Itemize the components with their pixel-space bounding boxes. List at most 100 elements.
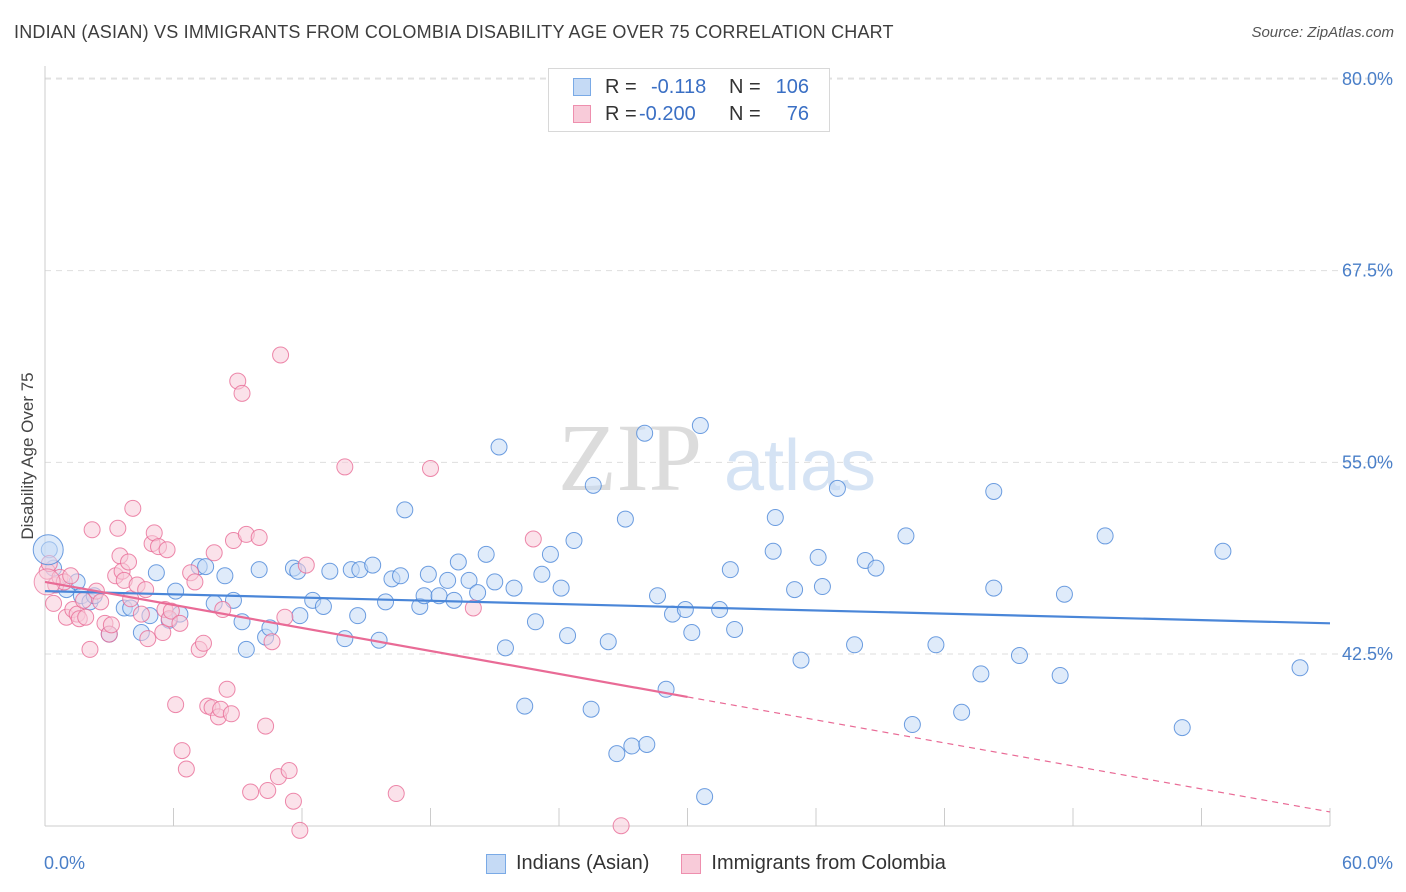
indians-point [828, 479, 846, 497]
colombia-point [250, 528, 268, 546]
data-points [32, 346, 1309, 839]
indians-point [541, 545, 559, 563]
legend-swatch-indians [573, 78, 591, 96]
colombia-point [139, 630, 157, 648]
legend-label-colombia: Immigrants from Colombia [711, 852, 946, 874]
legend-swatch-indians [486, 853, 506, 874]
indians-point [321, 562, 339, 580]
indians-point [608, 745, 626, 763]
x-tick-label: 0.0% [44, 853, 85, 873]
colombia-point [233, 384, 251, 402]
colombia-point [205, 544, 223, 562]
colombia-point [62, 567, 80, 585]
colombia-point [124, 499, 142, 517]
indians-point [516, 697, 534, 715]
legend-r-label: R = [605, 75, 637, 98]
legend-row-indians: R = -0.118 N = 106 [573, 75, 809, 99]
indians-point [638, 735, 656, 753]
indians-point [392, 567, 410, 585]
indians-point [636, 424, 654, 442]
indians-point [291, 607, 309, 625]
indians-point [439, 571, 457, 589]
colombia-point [83, 521, 101, 539]
trend-lines [44, 580, 1331, 813]
legend-n-value: 106 [775, 75, 809, 98]
indians-point [336, 630, 354, 648]
legend-n-label: N = [729, 75, 761, 98]
colombia-point [524, 530, 542, 548]
indians-point [683, 624, 701, 642]
colombia-point [291, 821, 309, 839]
indians-point [526, 613, 544, 631]
indians-point [477, 545, 495, 563]
indians-point [1051, 666, 1069, 684]
legend-item-indians: Indians (Asian) [486, 852, 649, 875]
legend-swatch-colombia [573, 105, 591, 123]
indians-point [237, 640, 255, 658]
colombia-point [171, 614, 189, 632]
correlation-legend: R = -0.118 N = 106 R = -0.200 N = 76 [548, 68, 830, 132]
legend-swatch-colombia [681, 853, 702, 874]
indians-point [691, 417, 709, 435]
indians-point [696, 788, 714, 806]
indians-point [469, 584, 487, 602]
indians-point [1214, 542, 1232, 560]
indians-point [565, 532, 583, 550]
colombia-trend-line [44, 580, 688, 699]
legend-item-colombia: Immigrants from Colombia [681, 852, 946, 875]
colombia-point [109, 519, 127, 537]
colombia-point [186, 573, 204, 591]
indians-point [250, 561, 268, 579]
colombia-point [387, 785, 405, 803]
colombia-point [242, 783, 260, 801]
colombia-point [77, 608, 95, 626]
indians-point [167, 582, 185, 600]
indians-point [623, 737, 641, 755]
tick-labels: 42.5% 55.0% 67.5% 80.0% 0.0% 60.0% [44, 69, 1393, 873]
y-tick-label: 42.5% [1342, 644, 1393, 664]
indians-point [364, 556, 382, 574]
indians-point [599, 633, 617, 651]
indians-point [764, 542, 782, 560]
colombia-point [158, 541, 176, 559]
indians-point [809, 548, 827, 566]
y-tick-label: 80.0% [1342, 69, 1393, 89]
colombia-point [162, 602, 180, 620]
indians-point [552, 579, 570, 597]
watermark-zip: ZIP [558, 404, 702, 511]
x-tick-label: 60.0% [1342, 853, 1393, 873]
indians-point [496, 639, 514, 657]
colombia-point [173, 742, 191, 760]
indians-point [396, 501, 414, 519]
indians-point [985, 579, 1003, 597]
indians-point [377, 593, 395, 611]
colombia-point [259, 781, 277, 799]
indians-point [1096, 527, 1114, 545]
y-tick-label: 55.0% [1342, 452, 1393, 472]
y-tick-label: 67.5% [1342, 261, 1393, 281]
colombia-point [272, 346, 290, 364]
colombia-point [137, 581, 155, 599]
indians-point [314, 597, 332, 615]
indians-point [32, 534, 64, 566]
indians-point [486, 573, 504, 591]
colombia-point [102, 616, 120, 634]
indians-point [786, 581, 804, 599]
series-legend: Indians (Asian) Immigrants from Colombia [486, 852, 978, 875]
legend-row-colombia: R = -0.200 N = 76 [573, 102, 809, 126]
colombia-point [154, 624, 172, 642]
indians-point [721, 561, 739, 579]
indians-point [1291, 659, 1309, 677]
colombia-point [218, 680, 236, 698]
indians-point [490, 438, 508, 456]
colombia-point [422, 459, 439, 477]
colombia-point [177, 760, 195, 778]
indians-point [726, 620, 744, 638]
watermark: ZIP atlas [558, 404, 876, 511]
indians-point [533, 565, 551, 583]
indians-point [616, 510, 634, 528]
indians-point [505, 579, 523, 597]
indians-point [582, 700, 600, 718]
colombia-point [257, 717, 275, 735]
